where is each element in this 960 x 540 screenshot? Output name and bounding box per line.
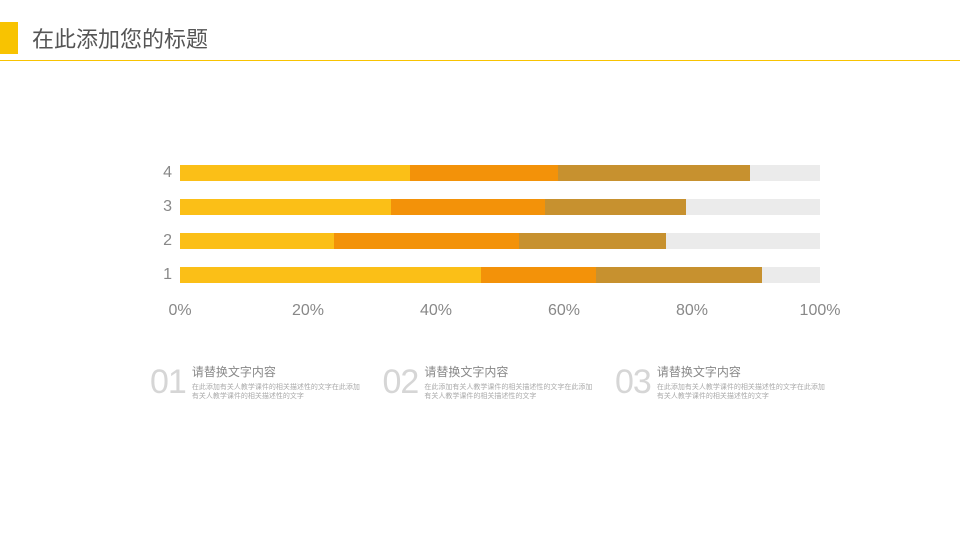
info-number: 02 bbox=[383, 365, 419, 399]
info-title: 请替换文字内容 bbox=[424, 365, 597, 381]
chart-row: 4 bbox=[150, 160, 830, 186]
row-label: 4 bbox=[150, 164, 180, 182]
row-label: 1 bbox=[150, 266, 180, 284]
bar-segment bbox=[519, 233, 666, 249]
bar-segment bbox=[180, 267, 481, 283]
chart-row: 2 bbox=[150, 228, 830, 254]
info-item-2: 02 请替换文字内容 在此添加有关人教学课件的相关描述性的文字在此添加有关人教学… bbox=[383, 365, 598, 402]
info-title: 请替换文字内容 bbox=[657, 365, 830, 381]
x-tick: 20% bbox=[292, 302, 324, 320]
bar-segment bbox=[558, 165, 750, 181]
bar-segment bbox=[334, 233, 520, 249]
bar-segment bbox=[545, 199, 686, 215]
x-tick: 0% bbox=[168, 302, 191, 320]
bar-segment bbox=[180, 233, 334, 249]
info-number: 01 bbox=[150, 365, 186, 399]
x-axis: 0%20%40%60%80%100% bbox=[180, 296, 820, 326]
stacked-bar-chart: 4321 0%20%40%60%80%100% bbox=[150, 160, 830, 326]
bar-track bbox=[180, 267, 820, 283]
x-tick: 40% bbox=[420, 302, 452, 320]
info-desc: 在此添加有关人教学课件的相关描述性的文字在此添加有关人教学课件的相关描述性的文字 bbox=[424, 383, 597, 403]
bar-segment bbox=[180, 199, 391, 215]
info-number: 03 bbox=[615, 365, 651, 399]
bar-track bbox=[180, 165, 820, 181]
bar-segment bbox=[410, 165, 557, 181]
bar-segment bbox=[391, 199, 545, 215]
info-item-3: 03 请替换文字内容 在此添加有关人教学课件的相关描述性的文字在此添加有关人教学… bbox=[615, 365, 830, 402]
bar-segment bbox=[180, 165, 410, 181]
row-label: 2 bbox=[150, 232, 180, 250]
info-item-1: 01 请替换文字内容 在此添加有关人教学课件的相关描述性的文字在此添加有关人教学… bbox=[150, 365, 365, 402]
bar-track bbox=[180, 233, 820, 249]
title-bar: 在此添加您的标题 bbox=[0, 22, 208, 54]
title-accent-block bbox=[0, 22, 18, 54]
title-underline bbox=[0, 60, 960, 61]
x-tick: 60% bbox=[548, 302, 580, 320]
chart-row: 1 bbox=[150, 262, 830, 288]
bar-track bbox=[180, 199, 820, 215]
info-desc: 在此添加有关人教学课件的相关描述性的文字在此添加有关人教学课件的相关描述性的文字 bbox=[192, 383, 365, 403]
row-label: 3 bbox=[150, 198, 180, 216]
page-title: 在此添加您的标题 bbox=[32, 22, 208, 54]
x-tick: 100% bbox=[800, 302, 841, 320]
chart-row: 3 bbox=[150, 194, 830, 220]
info-title: 请替换文字内容 bbox=[192, 365, 365, 381]
bar-segment bbox=[481, 267, 596, 283]
bar-segment bbox=[596, 267, 762, 283]
info-row: 01 请替换文字内容 在此添加有关人教学课件的相关描述性的文字在此添加有关人教学… bbox=[150, 365, 830, 402]
x-tick: 80% bbox=[676, 302, 708, 320]
info-desc: 在此添加有关人教学课件的相关描述性的文字在此添加有关人教学课件的相关描述性的文字 bbox=[657, 383, 830, 403]
